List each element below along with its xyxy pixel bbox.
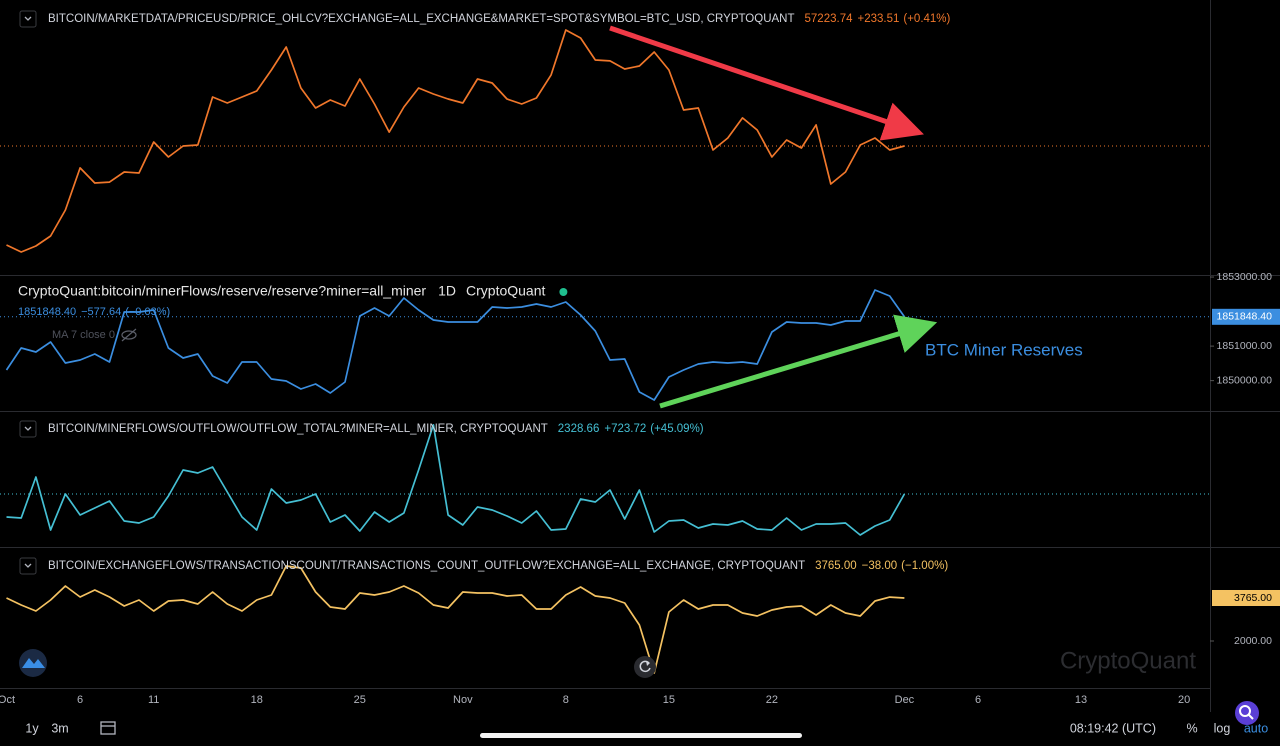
toolbar-item[interactable]: 1y	[25, 721, 39, 735]
toolbar-item[interactable]: log	[1214, 721, 1231, 735]
toolbar-item[interactable]: 3m	[51, 721, 68, 735]
plots: BITCOIN/MARKETDATA/PRICEUSD/PRICE_OHLCV?…	[0, 10, 1280, 706]
last-value: 57223.74	[805, 13, 854, 25]
x-tick-label: 8	[563, 694, 569, 706]
series-line	[6, 29, 905, 253]
series-name: BITCOIN/MINERFLOWS/OUTFLOW/OUTFLOW_TOTAL…	[48, 423, 548, 435]
y-tick-label: 2000.00	[1234, 635, 1272, 647]
reset-icon[interactable]	[634, 656, 656, 678]
x-tick-label: 11	[148, 694, 159, 706]
pane-borders	[0, 0, 1280, 712]
eye-icon	[121, 330, 137, 340]
x-tick-label: 25	[354, 694, 366, 706]
last-value: 1851848.40	[18, 306, 76, 318]
last-value-box	[1212, 308, 1280, 325]
x-tick-label: 18	[251, 694, 263, 706]
watermark: CryptoQuant	[1060, 647, 1196, 674]
series-line	[5, 289, 906, 401]
change-percent: (−0.03%)	[125, 306, 170, 318]
x-tick-label: 20	[1178, 694, 1190, 706]
collapse-chevron	[24, 16, 32, 21]
x-tick-label: 15	[663, 694, 675, 706]
series-line	[6, 424, 906, 536]
y-tick-label: 1850000.00	[1217, 374, 1273, 386]
last-value: 2328.66	[558, 423, 600, 435]
collapse-button[interactable]	[19, 557, 37, 575]
logo-icon[interactable]	[19, 649, 47, 677]
change: −38.00	[862, 560, 898, 572]
collapse-box	[19, 420, 37, 438]
collapse-button[interactable]	[19, 420, 37, 438]
x-tick-label: 22	[766, 694, 778, 706]
series-line	[6, 565, 905, 674]
last-value-box	[1212, 589, 1280, 606]
last-value-label: 3765.00	[1234, 592, 1272, 604]
y-tick-label: 1851000.00	[1217, 340, 1273, 352]
series-name: CryptoQuant:bitcoin/minerFlows/reserve/r…	[18, 283, 426, 299]
change: +233.51	[857, 13, 899, 25]
x-tick-label: Dec	[895, 694, 915, 706]
collapse-chevron	[24, 563, 32, 568]
change: +723.72	[604, 423, 646, 435]
eye-slash	[121, 328, 137, 342]
status-dot	[559, 288, 568, 296]
series-name: BITCOIN/EXCHANGEFLOWS/TRANSACTIONSCOUNT/…	[48, 560, 805, 572]
green-arrow	[659, 314, 938, 409]
search-icon[interactable]	[1235, 701, 1259, 725]
x-tick-label: Nov	[453, 694, 473, 706]
x-tick-label: 6	[77, 694, 83, 706]
last-value-label: 1851848.40	[1217, 311, 1273, 323]
toolbar-item[interactable]: %	[1186, 721, 1197, 735]
change-percent: (+45.09%)	[650, 423, 704, 435]
home-indicator	[480, 733, 802, 738]
interval: 1D	[438, 283, 456, 299]
collapse-box	[19, 557, 37, 575]
collapse-box	[19, 10, 37, 28]
x-tick-label: 13	[1075, 694, 1087, 706]
x-tick-label: 6	[975, 694, 981, 706]
x-tick-label: Oct	[0, 694, 15, 706]
red-arrow	[609, 25, 924, 141]
collapse-chevron	[24, 426, 32, 431]
clock: 08:19:42 (UTC)	[1070, 721, 1156, 735]
calendar-icon[interactable]	[100, 721, 116, 735]
toolbar: 1y 3m 08:19:42 (UTC)% log auto	[25, 721, 1268, 735]
change: −577.64	[81, 306, 121, 318]
y-tick-label: 1853000.00	[1217, 271, 1273, 283]
last-value: 3765.00	[815, 560, 857, 572]
annotation: BTC Miner Reserves	[925, 340, 1083, 359]
series-name: BITCOIN/MARKETDATA/PRICEUSD/PRICE_OHLCV?…	[48, 13, 795, 25]
change-percent: (−1.00%)	[901, 560, 948, 572]
collapse-button[interactable]	[19, 10, 37, 28]
indicator: MA 7 close 0	[52, 329, 115, 341]
toolbar-item[interactable]: auto	[1244, 721, 1268, 735]
source: CryptoQuant	[466, 283, 545, 299]
change-percent: (+0.41%)	[903, 13, 950, 25]
